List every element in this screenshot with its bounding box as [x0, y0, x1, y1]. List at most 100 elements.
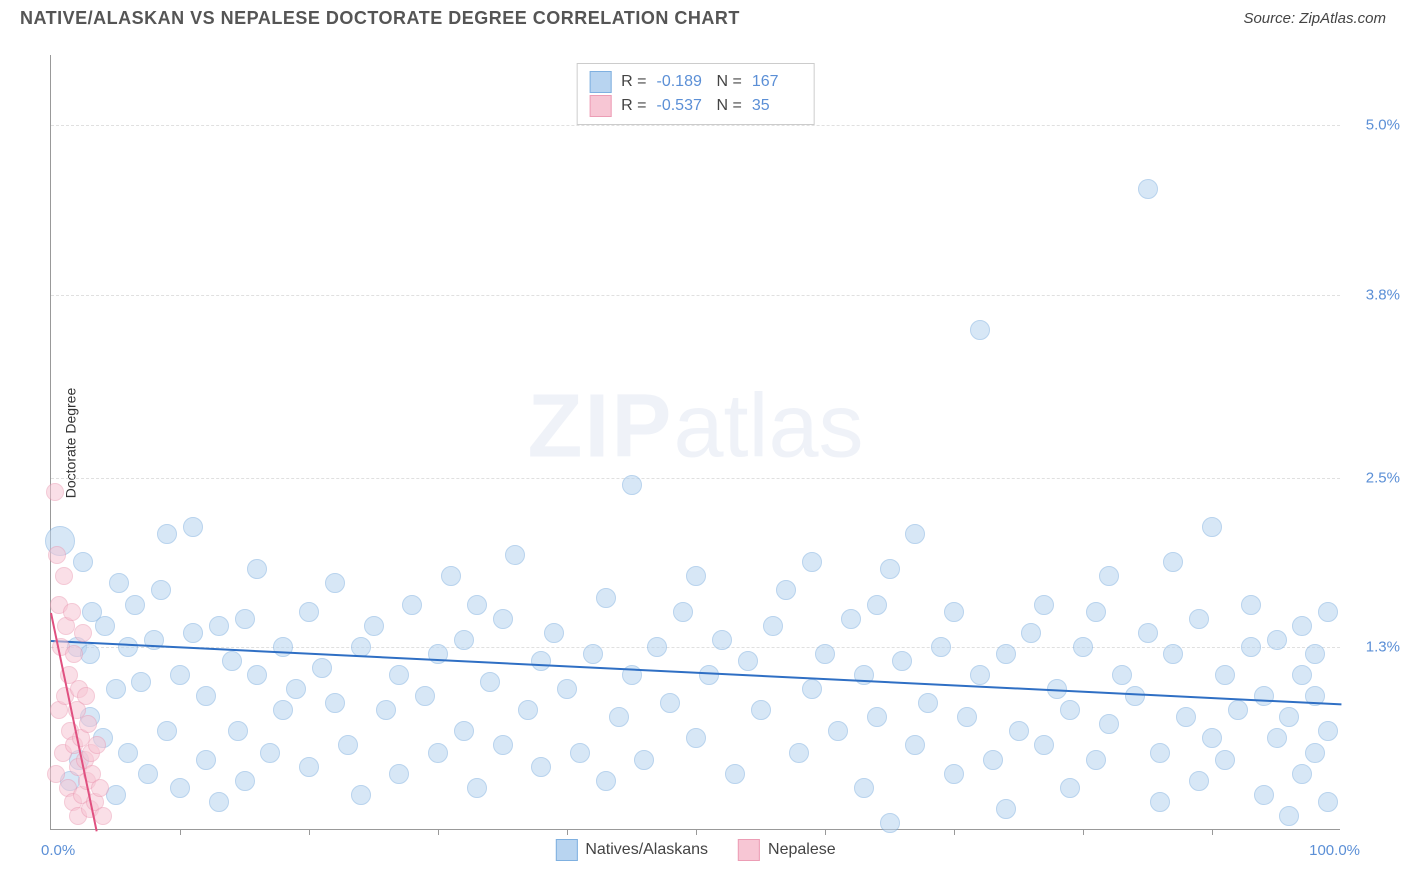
swatch-icon [589, 71, 611, 93]
data-point [493, 735, 513, 755]
data-point [209, 616, 229, 636]
data-point [157, 721, 177, 741]
data-point [776, 580, 796, 600]
data-point [1318, 721, 1338, 741]
source-attribution: Source: ZipAtlas.com [1243, 10, 1386, 27]
data-point [944, 764, 964, 784]
data-point [325, 693, 345, 713]
data-point [79, 715, 97, 733]
data-point [196, 750, 216, 770]
data-point [686, 728, 706, 748]
n-label: N = [717, 94, 742, 118]
data-point [596, 771, 616, 791]
data-point [415, 686, 435, 706]
x-max-label: 100.0% [1309, 842, 1360, 859]
data-point [634, 750, 654, 770]
data-point [151, 580, 171, 600]
data-point [518, 700, 538, 720]
data-point [996, 799, 1016, 819]
x-tick [180, 829, 181, 835]
data-point [905, 735, 925, 755]
data-point [570, 743, 590, 763]
data-point [1292, 764, 1312, 784]
chart-title: NATIVE/ALASKAN VS NEPALESE DOCTORATE DEG… [20, 8, 740, 29]
n-label: N = [717, 70, 742, 94]
data-point [944, 602, 964, 622]
data-point [867, 707, 887, 727]
data-point [1189, 609, 1209, 629]
data-point [1034, 595, 1054, 615]
data-point [1099, 566, 1119, 586]
data-point [854, 778, 874, 798]
data-point [273, 700, 293, 720]
data-point [686, 566, 706, 586]
data-point [1009, 721, 1029, 741]
n-value: 167 [752, 70, 802, 94]
trend-line [51, 640, 1341, 705]
data-point [751, 700, 771, 720]
data-point [325, 573, 345, 593]
swatch-icon [589, 95, 611, 117]
data-point [892, 651, 912, 671]
data-point [1241, 637, 1261, 657]
data-point [1305, 743, 1325, 763]
data-point [1292, 616, 1312, 636]
data-point [699, 665, 719, 685]
data-point [1189, 771, 1209, 791]
data-point [970, 320, 990, 340]
data-point [118, 743, 138, 763]
y-tick-label: 1.3% [1345, 638, 1400, 655]
data-point [1138, 623, 1158, 643]
data-point [1318, 792, 1338, 812]
data-point [1215, 750, 1235, 770]
data-point [428, 743, 448, 763]
data-point [389, 764, 409, 784]
legend-item: Nepalese [738, 839, 836, 861]
data-point [1202, 728, 1222, 748]
data-point [493, 609, 513, 629]
grid-line [51, 125, 1340, 126]
data-point [1279, 806, 1299, 826]
data-point [247, 665, 267, 685]
data-point [222, 651, 242, 671]
data-point [647, 637, 667, 657]
data-point [65, 645, 83, 663]
data-point [1228, 700, 1248, 720]
grid-line [51, 478, 1340, 479]
data-point [1099, 714, 1119, 734]
data-point [880, 559, 900, 579]
r-value: -0.537 [657, 94, 707, 118]
data-point [235, 771, 255, 791]
data-point [1254, 785, 1274, 805]
data-point [299, 602, 319, 622]
x-tick [825, 829, 826, 835]
data-point [660, 693, 680, 713]
correlation-row: R = -0.537 N = 35 [589, 94, 802, 118]
r-label: R = [621, 94, 646, 118]
data-point [77, 687, 95, 705]
data-point [1163, 644, 1183, 664]
data-point [286, 679, 306, 699]
data-point [789, 743, 809, 763]
swatch-icon [738, 839, 760, 861]
x-tick [1083, 829, 1084, 835]
data-point [1021, 623, 1041, 643]
data-point [763, 616, 783, 636]
data-point [74, 624, 92, 642]
chart-container: Doctorate Degree ZIPatlas R =-0.189N =16… [50, 55, 1340, 830]
data-point [402, 595, 422, 615]
data-point [1241, 595, 1261, 615]
data-point [338, 735, 358, 755]
data-point [725, 764, 745, 784]
n-value: 35 [752, 94, 802, 118]
watermark: ZIPatlas [527, 375, 863, 478]
grid-line [51, 647, 1340, 648]
data-point [1279, 707, 1299, 727]
data-point [312, 658, 332, 678]
data-point [1318, 602, 1338, 622]
data-point [273, 637, 293, 657]
data-point [183, 517, 203, 537]
legend-label: Nepalese [768, 841, 836, 859]
y-tick-label: 5.0% [1345, 117, 1400, 134]
data-point [1060, 778, 1080, 798]
